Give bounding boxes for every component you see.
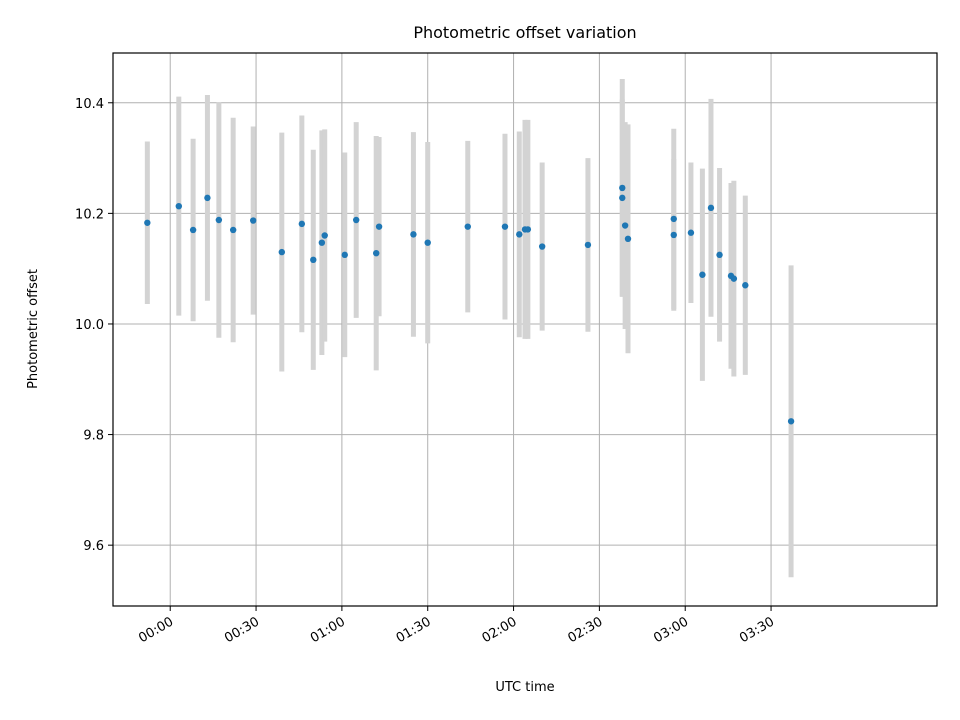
data-point: [538, 243, 546, 250]
y-tick-label: 10.4: [75, 97, 104, 112]
data-point: [175, 202, 183, 210]
x-axis-ticks: 00:00 00:30 01:00 01:30 02:00 02:30 03:00 03:30: [136, 606, 777, 646]
y-axis-ticks: 9.6 9.8 10.0 10.2 10.4: [75, 97, 113, 554]
x-axis-label: UTC time: [495, 680, 554, 695]
data-point: [298, 220, 306, 228]
x-tick-label: 03:00: [651, 614, 691, 646]
y-axis-label: Photometric offset: [26, 269, 41, 389]
data-point: [619, 194, 626, 202]
x-tick-label: 01:30: [394, 614, 434, 646]
data-point: [501, 223, 509, 230]
data-point: [787, 418, 795, 425]
data-point: [321, 232, 328, 239]
y-tick-label: 10.0: [75, 318, 104, 333]
data-point: [670, 215, 677, 223]
data-point: [619, 184, 626, 192]
data-point: [341, 251, 348, 259]
data-point: [310, 256, 317, 264]
data-point: [687, 229, 695, 236]
x-tick-label: 01:00: [308, 614, 348, 646]
data-point: [189, 226, 197, 234]
data-point: [373, 249, 380, 257]
data-point: [524, 226, 532, 233]
data-point: [707, 204, 715, 212]
x-tick-label: 02:00: [480, 614, 520, 646]
data-point: [215, 216, 223, 224]
x-tick-label: 03:30: [737, 614, 777, 646]
data-point: [278, 248, 286, 256]
x-tick-label: 00:30: [222, 614, 262, 646]
data-point: [318, 239, 326, 246]
data-point: [624, 235, 632, 243]
data-point: [424, 239, 431, 246]
data-point: [670, 231, 677, 239]
grid-lines: [113, 53, 937, 606]
data-point: [621, 222, 629, 229]
data-point: [204, 194, 211, 202]
data-point: [144, 219, 151, 226]
y-tick-label: 10.2: [75, 207, 104, 222]
error-bars: [144, 78, 794, 578]
plot-frame: [112, 52, 938, 607]
data-point: [516, 231, 523, 238]
y-tick-label: 9.6: [83, 539, 104, 554]
data-point: [730, 275, 738, 282]
data-point: [375, 223, 383, 230]
data-point: [716, 251, 723, 259]
y-tick-label: 9.8: [83, 429, 104, 444]
chart-title: Photometric offset variation: [413, 23, 636, 42]
x-tick-label: 00:00: [136, 614, 176, 646]
data-point: [584, 241, 592, 249]
data-point: [699, 271, 706, 278]
x-tick-label: 02:30: [565, 614, 605, 646]
data-point: [464, 223, 471, 230]
data-point: [352, 216, 360, 224]
data-point: [742, 282, 749, 289]
data-points: [144, 184, 795, 425]
data-point: [410, 231, 417, 238]
data-point: [229, 226, 237, 234]
data-point: [249, 217, 257, 224]
